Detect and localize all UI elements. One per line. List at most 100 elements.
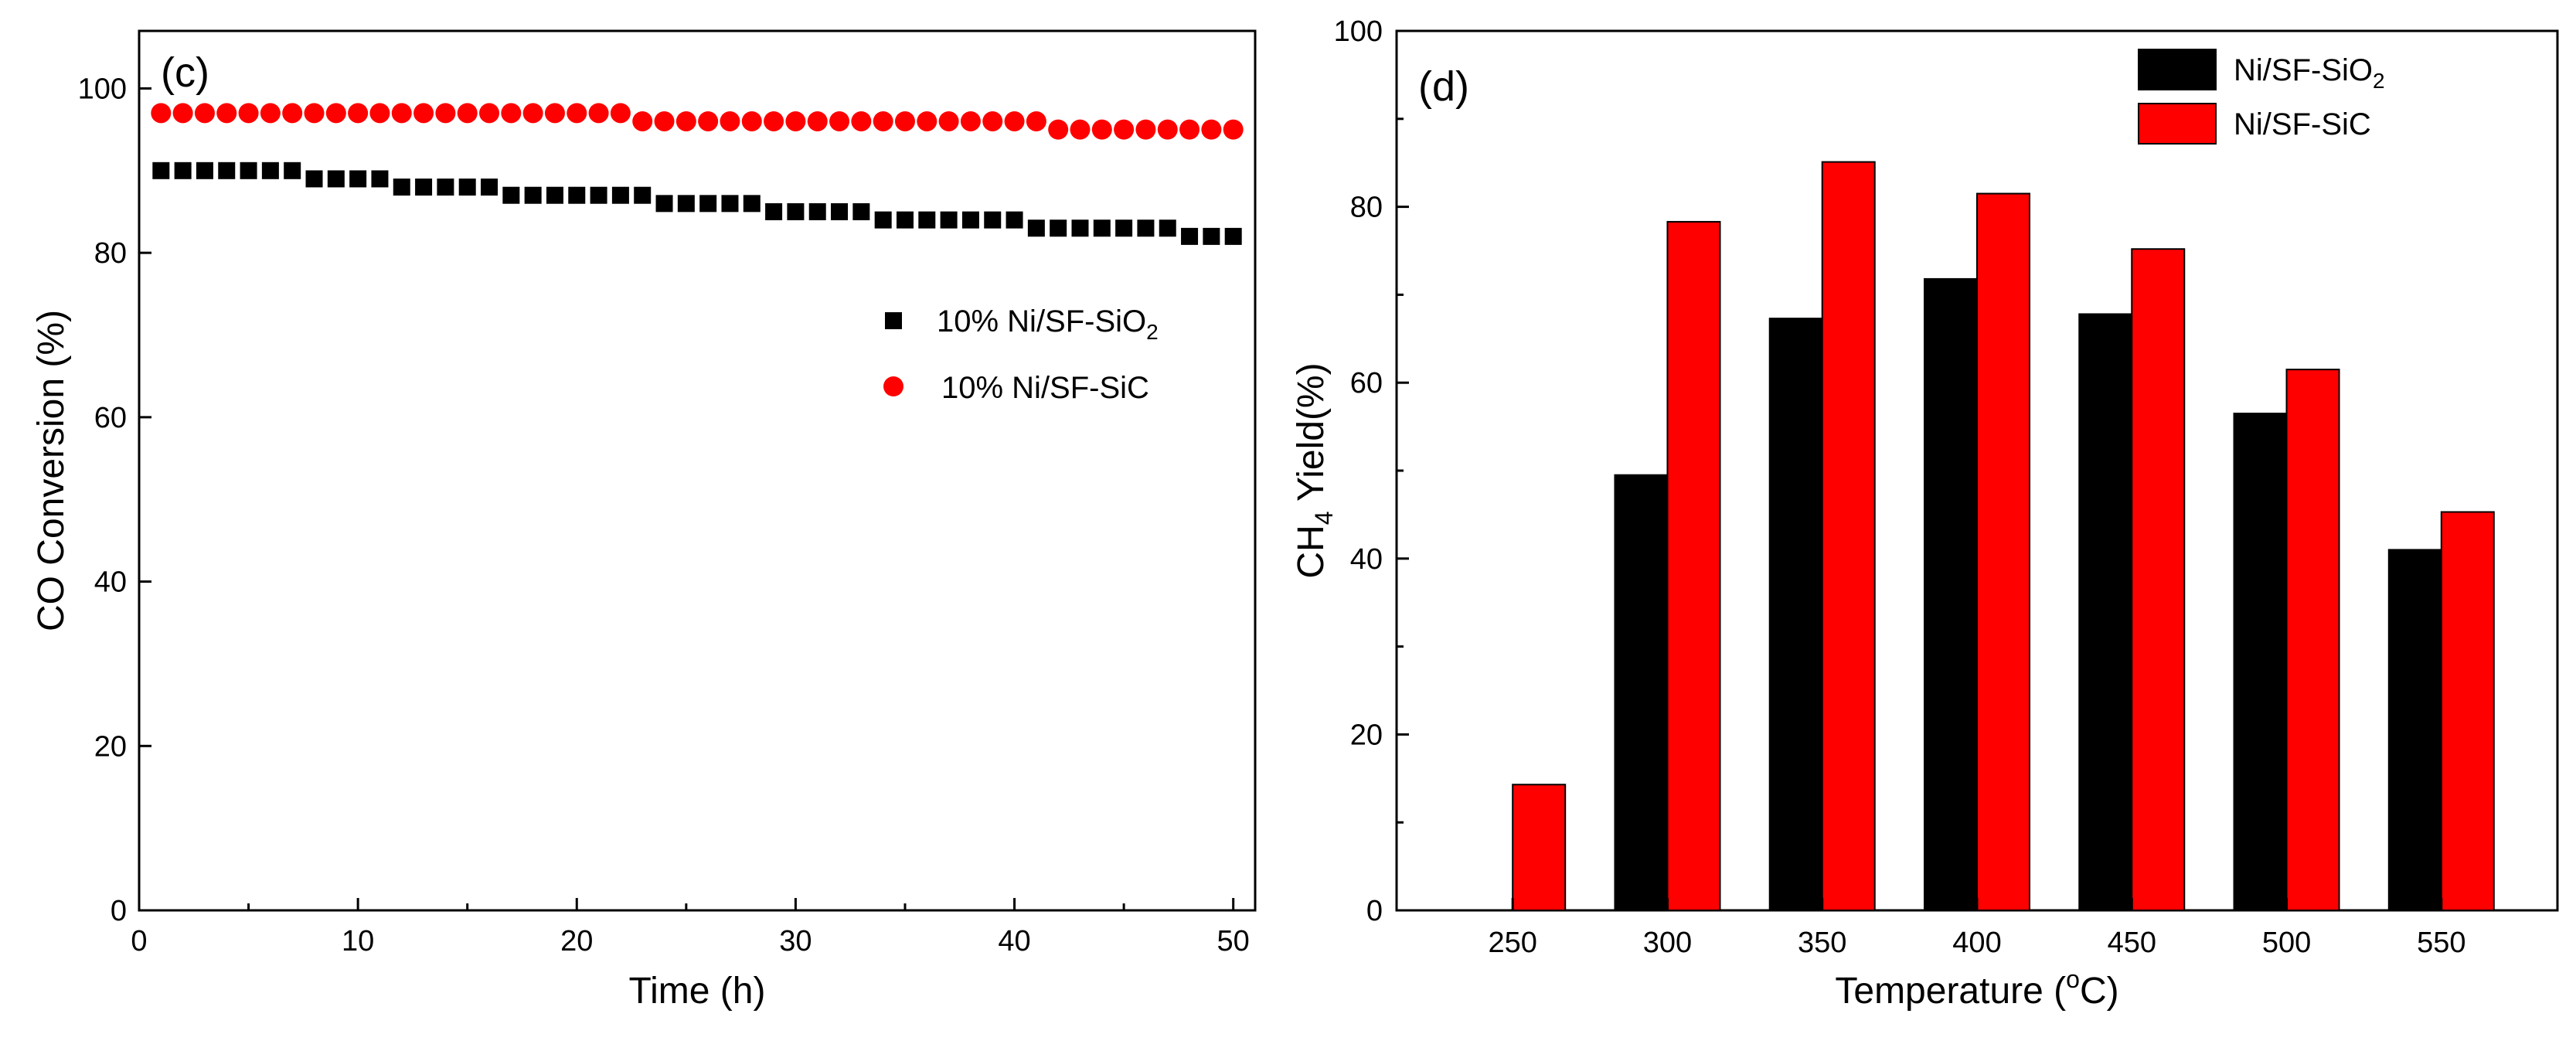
chart-c-point-sic: [501, 103, 522, 124]
chart-c-y-tick-label: 20: [94, 730, 127, 763]
chart-c-point-sio2: [677, 195, 695, 213]
chart-d-x-tick-label: 250: [1488, 927, 1536, 959]
chart-c-point-sio2: [590, 186, 607, 204]
chart-c-point-sic: [1223, 119, 1244, 140]
chart-c-point-sio2: [218, 162, 236, 179]
chart-c-point-sic: [544, 103, 565, 124]
chart-d-legend-label-sio2: Ni/SF-SiO2: [2234, 53, 2385, 93]
chart-c-x-axis-label: Time (h): [629, 971, 766, 1012]
chart-d-x-tick-label: 500: [2262, 927, 2311, 959]
chart-d-legend-sio2-sub: 2: [2373, 69, 2385, 93]
chart-d-y-axis-label-sub: 4: [1310, 511, 1338, 525]
chart-c-point-sic: [894, 111, 915, 131]
chart-d-bar-sio2: [2078, 313, 2133, 912]
chart-c-point-sic: [654, 111, 675, 131]
chart-c-point-sio2: [152, 162, 170, 179]
chart-c-point-sic: [1157, 119, 1178, 140]
chart-c-point-sio2: [831, 202, 849, 220]
chart-d-legend-sio2-name: Ni/SF-SiO: [2234, 53, 2373, 87]
chart-c-point-sio2: [481, 179, 499, 196]
chart-c-point-sic: [348, 103, 369, 124]
chart-c-x-tick-label: 20: [560, 925, 593, 957]
chart-c-point-sic: [1135, 119, 1156, 140]
chart-d-bar-sic: [2285, 369, 2340, 911]
chart-c-x-ticks: 0 10 20 30 40 50: [131, 898, 1250, 957]
chart-c-point-sio2: [852, 202, 870, 220]
chart-c-point-sic: [479, 103, 500, 124]
chart-c-point-sio2: [699, 195, 717, 213]
chart-c-point-sio2: [568, 186, 586, 204]
chart-d-bar-sic: [1821, 161, 1876, 911]
chart-c-point-sio2: [458, 179, 476, 196]
chart-c-x-tick-label: 0: [131, 925, 147, 957]
chart-d-x-tick-label: 550: [2417, 927, 2465, 959]
chart-c-point-sic: [1048, 119, 1069, 140]
chart-c-point-sic: [1026, 111, 1046, 131]
chart-c-point-sio2: [611, 186, 629, 204]
chart-c-point-sio2: [1115, 219, 1133, 237]
chart-c-point-sic: [851, 111, 872, 131]
chart-d-y-tick-label: 40: [1350, 543, 1383, 576]
chart-c-point-sic: [413, 103, 434, 124]
chart-c-point-sic: [917, 111, 938, 131]
chart-d-legend-swatch-sic: [2138, 103, 2217, 145]
chart-c-point-sic: [873, 111, 893, 131]
chart-c-point-sio2: [305, 170, 323, 188]
chart-c-y-tick-label: 100: [78, 73, 127, 105]
chart-d: (d) 0 20 40 60 80 100 250 300 350 400 450 500 550 T…: [1291, 15, 2559, 1012]
chart-d-x-axis-label-main: Temperature (: [1835, 971, 2066, 1012]
chart-c-point-sio2: [371, 170, 389, 188]
chart-c-point-sio2: [437, 179, 454, 196]
chart-c-point-sio2: [721, 195, 739, 213]
chart-c-y-tick-label: 60: [94, 402, 127, 434]
chart-c-point-sio2: [1181, 227, 1199, 245]
chart-c-point-sic: [764, 111, 784, 131]
chart-c-point-sic: [369, 103, 390, 124]
chart-c-point-sio2: [261, 162, 279, 179]
chart-c-y-ticks: 0 20 40 60 80 100: [78, 73, 151, 927]
chart-c-point-sio2: [1027, 219, 1045, 237]
chart-c-x-tick-label: 10: [342, 925, 374, 957]
chart-c-point-sio2: [896, 211, 914, 229]
chart-c-point-sio2: [1050, 219, 1067, 237]
chart-c-point-sic: [151, 103, 172, 124]
chart-d-bars: [1512, 161, 2495, 912]
chart-c-point-sic: [1179, 119, 1200, 140]
chart-c-point-sic: [1004, 111, 1025, 131]
chart-c-point-sio2: [808, 202, 826, 220]
chart-c-point-sic: [325, 103, 346, 124]
chart-c-point-sic: [610, 103, 631, 124]
chart-c-legend-sio2-name: 10% Ni/SF-SiO: [937, 304, 1146, 338]
chart-c-y-tick-label: 0: [111, 895, 127, 927]
chart-c-point-sic: [785, 111, 806, 131]
chart-c-point-sic: [807, 111, 828, 131]
chart-c-point-sio2: [787, 202, 805, 220]
chart-c-x-tick-label: 40: [998, 925, 1030, 957]
chart-c-point-sic: [1070, 119, 1091, 140]
chart-d-bar-sio2: [2387, 549, 2442, 911]
chart-c-point-sic: [457, 103, 478, 124]
chart-c-point-sio2: [655, 195, 673, 213]
chart-c-point-sic: [698, 111, 719, 131]
chart-d-bar-sic: [1512, 784, 1567, 911]
chart-d-y-axis-label: CH4 Yield(%): [1291, 362, 1338, 578]
chart-c-point-sic: [216, 103, 237, 124]
chart-c-points: [151, 103, 1244, 245]
chart-c-x-tick-label: 50: [1217, 925, 1250, 957]
chart-c-point-sio2: [1203, 227, 1220, 245]
chart-d-y-tick-label: 100: [1334, 15, 1383, 48]
chart-c-legend-marker-sic: [883, 376, 903, 396]
chart-d-panel-label: (d): [1418, 63, 1469, 110]
chart-c-point-sic: [588, 103, 609, 124]
chart-d-y-axis-label-yield: Yield(%): [1291, 362, 1332, 511]
chart-d-bar-sic: [1976, 192, 2030, 911]
chart-c-point-sic: [1091, 119, 1112, 140]
chart-c-point-sio2: [174, 162, 192, 179]
chart-c-point-sio2: [524, 186, 542, 204]
chart-c-point-sio2: [765, 202, 783, 220]
chart-d-bar-sio2: [1924, 277, 1978, 911]
chart-c-point-sic: [741, 111, 762, 131]
chart-d-y-tick-label: 60: [1350, 367, 1383, 400]
chart-c-point-sio2: [393, 179, 410, 196]
